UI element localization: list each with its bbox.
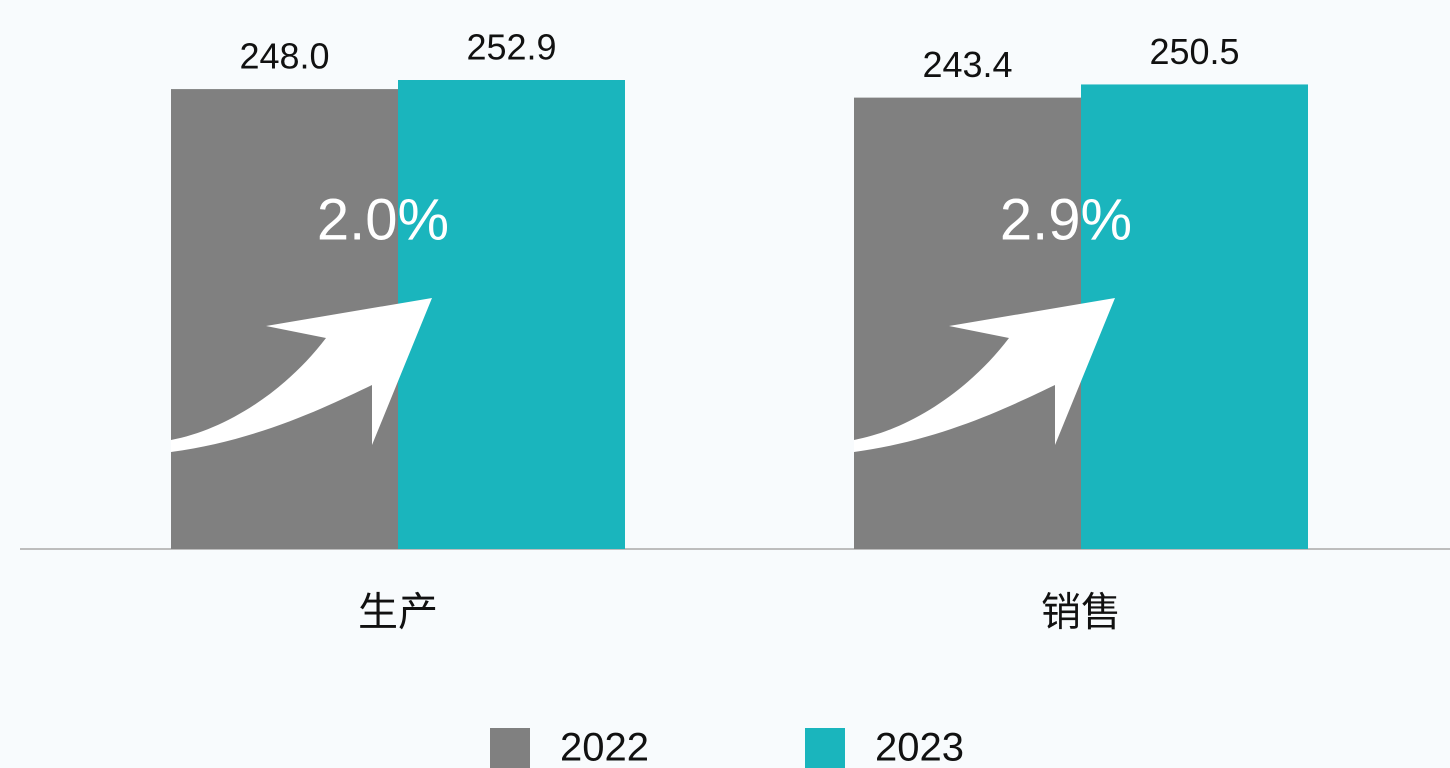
value-label: 243.4: [922, 44, 1012, 85]
legend-swatch: [805, 728, 845, 768]
category-label: 生产: [358, 591, 438, 635]
bars: [171, 80, 1308, 550]
growth-arrow: [854, 298, 1115, 452]
bar: [1081, 84, 1308, 549]
arrows: [171, 298, 1115, 452]
legend-label: 2023: [875, 726, 964, 768]
legend-label: 2022: [560, 726, 649, 768]
growth-label: 2.0%: [317, 187, 449, 252]
value-label: 248.0: [239, 36, 329, 77]
category-label: 销售: [1041, 591, 1121, 635]
value-label: 250.5: [1149, 31, 1239, 72]
legend-swatch: [490, 728, 530, 768]
growth-arrow: [171, 298, 432, 452]
growth-label: 2.9%: [1000, 187, 1132, 252]
bar: [398, 80, 625, 549]
value-label: 252.9: [466, 27, 556, 68]
